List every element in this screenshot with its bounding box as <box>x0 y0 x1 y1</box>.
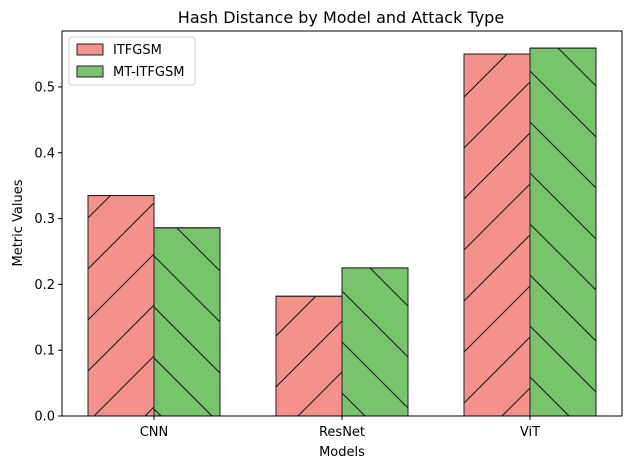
x-tick-label-vit: ViT <box>520 425 540 440</box>
y-tick-label: 0.2 <box>34 278 55 293</box>
bar-hatch-vit-mt-itfgsm <box>529 47 597 417</box>
x-tick-label-cnn: CNN <box>140 425 169 440</box>
y-axis-label: Metric Values <box>11 179 26 266</box>
legend-label-itfgsm: ITFGSM <box>113 43 162 58</box>
legend-label-mt-itfgsm: MT-ITFGSM <box>113 65 184 80</box>
x-tick-label-resnet: ResNet <box>319 425 365 440</box>
y-tick-label: 0.5 <box>34 80 55 95</box>
legend: ITFGSM MT-ITFGSM <box>68 36 196 86</box>
plot-frame <box>61 30 623 417</box>
y-tick-label: 0.0 <box>34 410 55 425</box>
bar-hatch-cnn-itfgsm <box>87 195 155 417</box>
bar-hatch-resnet-mt-itfgsm <box>341 267 409 417</box>
x-axis-ticks: CNN ResNet ViT <box>140 416 540 440</box>
y-tick-label: 0.1 <box>34 344 55 359</box>
chart-title: Hash Distance by Model and Attack Type <box>178 8 504 27</box>
bar-hatch-cnn-mt-itfgsm <box>153 227 221 417</box>
bars-layer <box>87 47 597 417</box>
y-tick-label: 0.3 <box>34 212 55 227</box>
legend-swatch-itfgsm <box>76 43 104 56</box>
x-axis-label: Models <box>319 445 365 460</box>
bar-hatch-vit-itfgsm <box>463 53 531 417</box>
y-axis-ticks: 0.0 0.1 0.2 0.3 0.4 0.5 <box>34 80 62 425</box>
y-tick-label: 0.4 <box>34 146 55 161</box>
legend-swatch-mt-itfgsm <box>76 65 104 78</box>
bar-hatch-resnet-itfgsm <box>275 295 343 417</box>
